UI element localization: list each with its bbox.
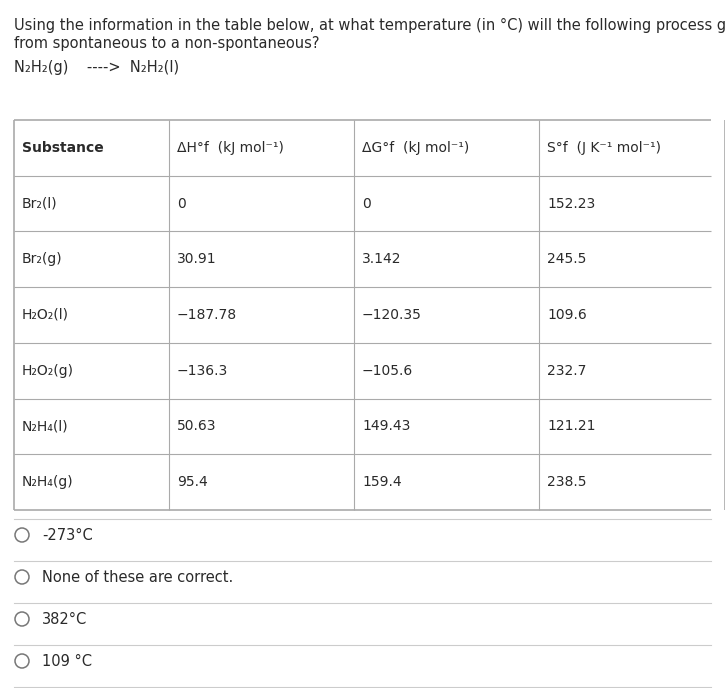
Text: ΔG°f  (kJ mol⁻¹): ΔG°f (kJ mol⁻¹) bbox=[362, 141, 469, 155]
Text: 382°C: 382°C bbox=[42, 612, 87, 627]
Text: 159.4: 159.4 bbox=[362, 475, 402, 489]
Text: 95.4: 95.4 bbox=[177, 475, 208, 489]
Text: 152.23: 152.23 bbox=[547, 197, 595, 211]
Text: 245.5: 245.5 bbox=[547, 252, 587, 266]
Text: 30.91: 30.91 bbox=[177, 252, 217, 266]
Text: Substance: Substance bbox=[22, 141, 104, 155]
Text: 109 °C: 109 °C bbox=[42, 654, 92, 669]
Text: None of these are correct.: None of these are correct. bbox=[42, 570, 233, 585]
Text: Using the information in the table below, at what temperature (in °C) will the f: Using the information in the table below… bbox=[14, 18, 725, 33]
Text: −105.6: −105.6 bbox=[362, 364, 413, 378]
Text: 121.21: 121.21 bbox=[547, 420, 595, 433]
Text: 0: 0 bbox=[177, 197, 186, 211]
Text: −136.3: −136.3 bbox=[177, 364, 228, 378]
Text: H₂O₂(l): H₂O₂(l) bbox=[22, 308, 69, 322]
Text: ΔH°f  (kJ mol⁻¹): ΔH°f (kJ mol⁻¹) bbox=[177, 141, 284, 155]
Text: 109.6: 109.6 bbox=[547, 308, 587, 322]
Text: 238.5: 238.5 bbox=[547, 475, 587, 489]
Text: H₂O₂(g): H₂O₂(g) bbox=[22, 364, 74, 378]
Text: S°f  (J K⁻¹ mol⁻¹): S°f (J K⁻¹ mol⁻¹) bbox=[547, 141, 661, 155]
Text: N₂H₄(l): N₂H₄(l) bbox=[22, 420, 69, 433]
Text: 0: 0 bbox=[362, 197, 370, 211]
Text: 50.63: 50.63 bbox=[177, 420, 217, 433]
Text: N₂H₄(g): N₂H₄(g) bbox=[22, 475, 74, 489]
Text: 149.43: 149.43 bbox=[362, 420, 410, 433]
Text: Br₂(g): Br₂(g) bbox=[22, 252, 62, 266]
Text: −120.35: −120.35 bbox=[362, 308, 422, 322]
Text: −187.78: −187.78 bbox=[177, 308, 237, 322]
Text: -273°C: -273°C bbox=[42, 528, 93, 543]
Text: 3.142: 3.142 bbox=[362, 252, 402, 266]
Text: from spontaneous to a non-spontaneous?: from spontaneous to a non-spontaneous? bbox=[14, 36, 320, 51]
Text: N₂H₂(g)    ---->  N₂H₂(l): N₂H₂(g) ----> N₂H₂(l) bbox=[14, 60, 179, 75]
Text: Br₂(l): Br₂(l) bbox=[22, 197, 57, 211]
Text: 232.7: 232.7 bbox=[547, 364, 587, 378]
